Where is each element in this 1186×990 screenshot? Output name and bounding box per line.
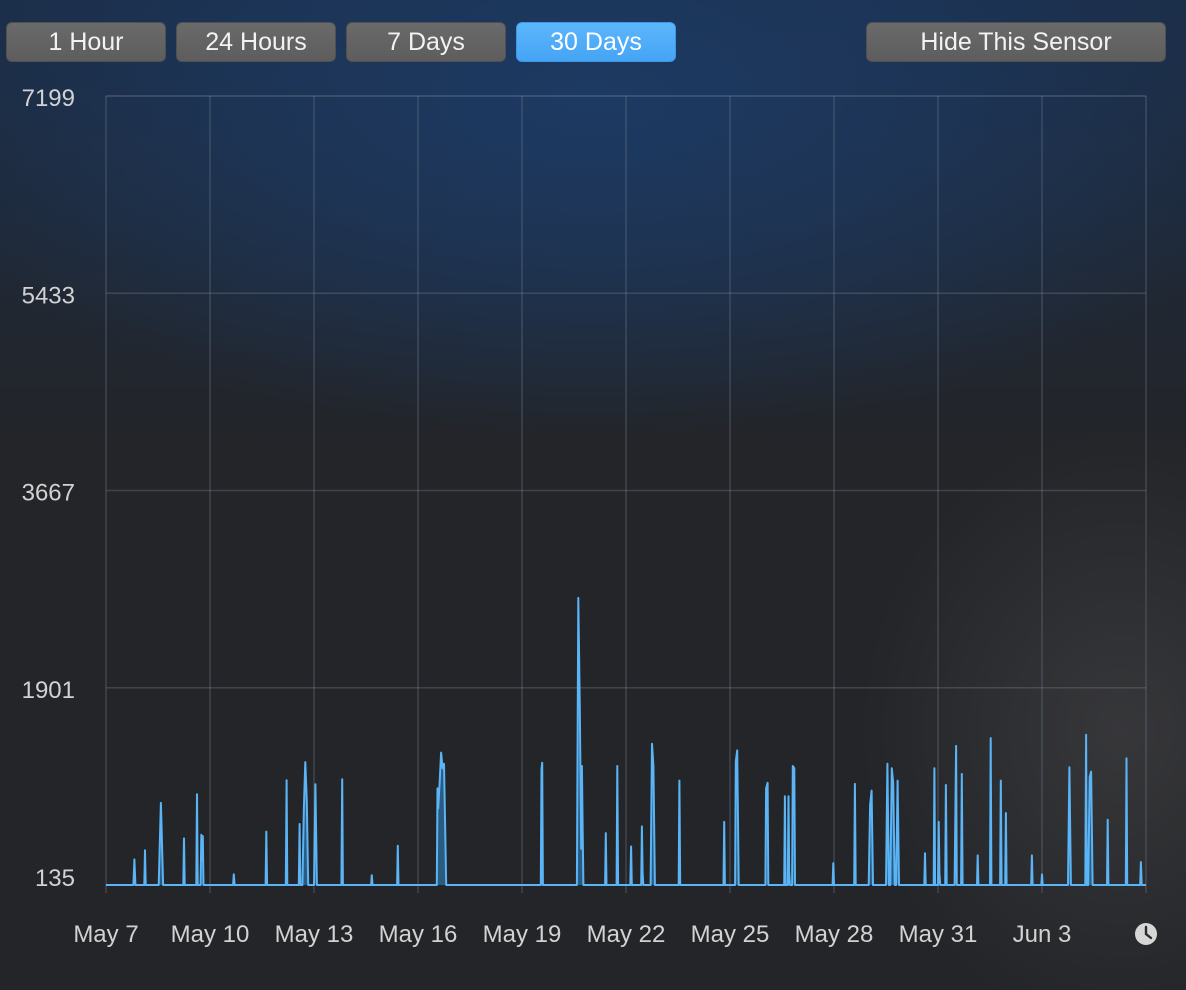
- x-tick-label: May 10: [171, 921, 250, 948]
- x-tick-label: Jun 3: [1013, 921, 1072, 948]
- x-axis: May 7 May 10 May 13 May 16 May 19 May 22 May 2…: [73, 921, 1071, 948]
- range-7-days-button[interactable]: 7 Days: [346, 22, 506, 62]
- range-1-hour-button[interactable]: 1 Hour: [6, 22, 166, 62]
- y-tick-label: 7199: [22, 85, 75, 112]
- x-tick-label: May 13: [275, 921, 354, 948]
- hide-sensor-button[interactable]: Hide This Sensor: [866, 22, 1166, 62]
- y-tick-label: 135: [35, 865, 75, 892]
- x-tick-label: May 28: [795, 921, 874, 948]
- range-24-hours-button[interactable]: 24 Hours: [176, 22, 336, 62]
- y-tick-label: 3667: [22, 480, 75, 507]
- series-line: [106, 596, 1146, 886]
- y-tick-label: 1901: [22, 677, 75, 704]
- x-tick-label: May 22: [587, 921, 666, 948]
- y-axis: 7199 5433 3667 1901 135: [22, 85, 75, 892]
- x-tick-label: May 31: [899, 921, 978, 948]
- y-tick-label: 5433: [22, 282, 75, 309]
- chart-grid: [105, 95, 1147, 893]
- x-tick-label: May 16: [379, 921, 458, 948]
- x-tick-label: May 19: [483, 921, 562, 948]
- clock-icon[interactable]: [1135, 923, 1157, 945]
- x-tick-label: May 7: [73, 921, 138, 948]
- range-30-days-button[interactable]: 30 Days: [516, 22, 676, 62]
- x-tick-label: May 25: [691, 921, 770, 948]
